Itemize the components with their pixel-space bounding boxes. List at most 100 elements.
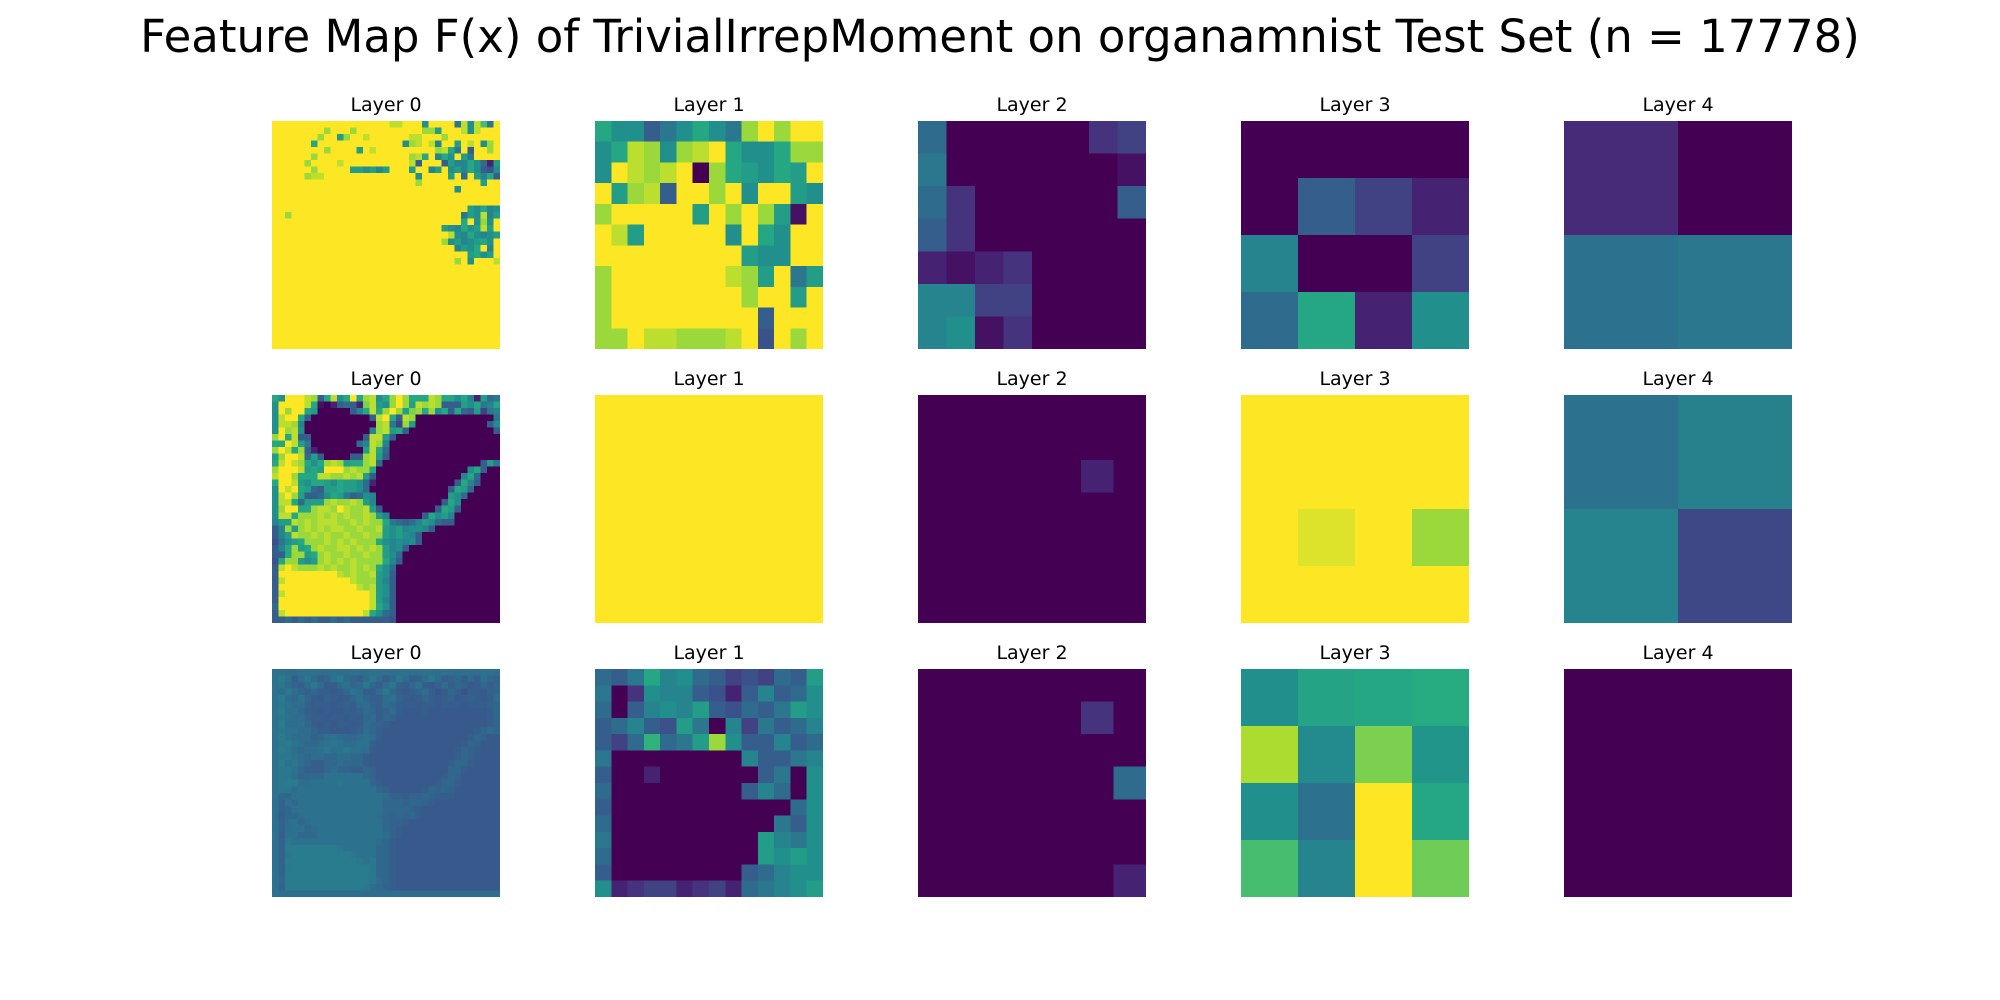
heatmap-cell — [1089, 316, 1119, 349]
heatmap-cell — [298, 335, 306, 344]
heatmap-cell — [324, 199, 332, 207]
heatmap-cell — [337, 786, 345, 794]
heatmap-cell — [1032, 251, 1062, 285]
heatmap-cell — [272, 564, 280, 572]
heatmap-cell — [725, 245, 743, 267]
heatmap-cell — [350, 199, 358, 207]
heatmap-cell — [473, 721, 482, 729]
heatmap-cell — [317, 773, 325, 781]
heatmap-cell — [317, 460, 325, 468]
heatmap-cell — [454, 564, 462, 572]
heatmap-cell — [285, 805, 293, 813]
heatmap-cell — [434, 505, 442, 513]
heatmap-cell — [428, 231, 436, 239]
heatmap-cell — [741, 224, 759, 246]
heatmap-cell — [447, 701, 455, 709]
heatmap-cell — [311, 538, 319, 546]
heatmap-cell — [757, 766, 775, 784]
heatmap-cell — [643, 245, 661, 267]
heatmap-cell — [1678, 235, 1792, 349]
heatmap-cell — [725, 266, 743, 288]
heatmap-cell — [324, 799, 332, 807]
heatmap-cell — [298, 179, 306, 187]
heatmap-cell — [285, 303, 293, 311]
heatmap-cell — [1298, 840, 1356, 897]
heatmap-cell — [473, 421, 482, 429]
heatmap-cell — [408, 844, 416, 852]
heatmap-cell — [434, 864, 442, 872]
heatmap-cell — [408, 538, 416, 546]
heatmap-cell — [311, 264, 319, 272]
heatmap-cell — [486, 531, 495, 539]
heatmap-cell — [1355, 566, 1413, 623]
heatmap-cell — [421, 596, 429, 605]
heatmap-cell — [415, 244, 423, 252]
heatmap-cell — [304, 283, 312, 291]
heatmap-cell — [278, 160, 286, 168]
heatmap-cell — [676, 286, 694, 309]
heatmap-cell — [1003, 153, 1033, 187]
heatmap-cell — [447, 453, 455, 461]
heatmap-cell — [1241, 566, 1299, 623]
heatmap-cell — [402, 447, 410, 455]
heatmap-cell — [434, 205, 442, 213]
heatmap-cell — [741, 799, 759, 817]
heatmap-cell — [389, 499, 397, 507]
heatmap-cell — [1089, 121, 1119, 155]
heatmap-cell — [395, 688, 403, 696]
heatmap-cell — [278, 127, 286, 135]
heatmap-cell — [369, 408, 377, 416]
heatmap-cell — [369, 727, 377, 735]
heatmap-cell — [389, 851, 397, 859]
heatmap-cell — [408, 244, 416, 252]
heatmap-cell — [434, 740, 442, 748]
heatmap-cell — [330, 121, 338, 129]
heatmap-cell — [757, 286, 775, 309]
heatmap-cell — [1564, 509, 1679, 623]
heatmap-cell — [363, 851, 371, 859]
heatmap-cell — [473, 583, 482, 592]
heatmap-cell — [298, 257, 306, 265]
heatmap-cell — [643, 783, 661, 800]
heatmap-cell — [493, 186, 500, 194]
heatmap-cell — [434, 408, 442, 416]
heatmap-cell — [363, 277, 371, 285]
panel-title: Layer 0 — [350, 642, 422, 664]
heatmap-cell — [317, 518, 325, 526]
heatmap-cell — [382, 218, 390, 226]
heatmap-cell — [676, 224, 694, 246]
heatmap-cell — [337, 186, 345, 194]
heatmap-cell — [324, 205, 332, 213]
heatmap-cell — [278, 734, 286, 742]
heatmap-cell — [480, 427, 488, 435]
heatmap-cell — [676, 121, 694, 143]
heatmap-cell — [480, 231, 488, 239]
heatmap-cell — [421, 747, 429, 755]
heatmap-cell — [408, 721, 416, 729]
heatmap-cell — [395, 147, 403, 155]
heatmap-cell — [946, 316, 976, 349]
heatmap-cell — [421, 140, 429, 148]
heatmap-cell — [918, 525, 952, 559]
heatmap-cell — [337, 577, 345, 585]
heatmap-cell — [434, 786, 442, 794]
heatmap-cell — [421, 283, 429, 291]
heatmap-cell — [1412, 121, 1469, 179]
heatmap-cell — [415, 134, 423, 142]
heatmap-cell — [330, 134, 338, 142]
heatmap-cell — [486, 309, 495, 318]
heatmap-cell — [311, 322, 319, 331]
heatmap-cell — [428, 264, 436, 272]
heatmap-cell — [402, 277, 410, 285]
heatmap-cell — [480, 127, 488, 135]
heatmap-cell — [454, 296, 462, 304]
heatmap-cell — [324, 688, 332, 696]
heatmap-cell — [317, 166, 325, 174]
heatmap-cell — [441, 199, 449, 207]
heatmap-cell — [389, 147, 397, 155]
heatmap-cell — [595, 766, 612, 784]
heatmap-cell — [447, 212, 455, 220]
heatmap-cell — [467, 160, 475, 168]
heatmap-cell — [311, 682, 319, 690]
heatmap-cell — [311, 851, 319, 859]
